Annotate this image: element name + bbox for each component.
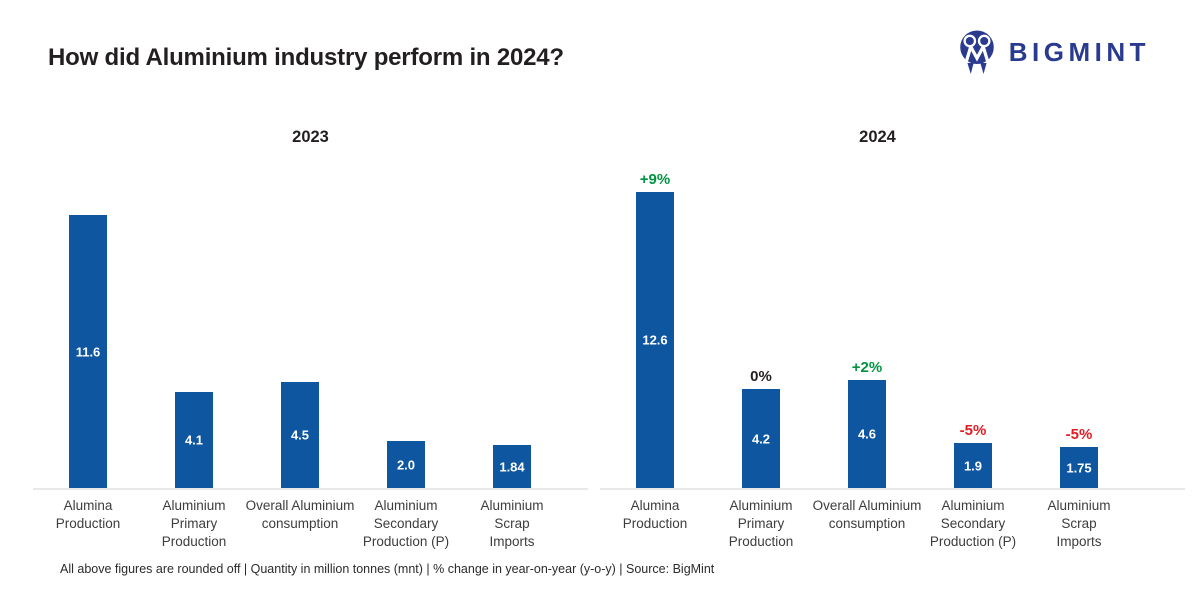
bar: 4.2 [742,389,780,488]
bigmint-logo-text: BIGMINT [1008,36,1150,67]
chart-title: 2023 [292,128,329,146]
bar-value-label: 1.84 [499,459,525,474]
chart-panel-2024: 2024 12.6 +9% 4.2 0% 4.6 +2% 1.9 -5% 1.75 -5% Alumi… [600,128,1185,551]
chart-panel-2023: 2023 11.6 4.1 4.5 2.0 1.84 Alumina Production A… [33,128,588,551]
bar: 2.0 [387,441,425,488]
category-label: Aluminium Scrap Imports [480,498,544,549]
category-label: Aluminium Secondary Production (P) [362,498,450,549]
bar: 4.5 [281,382,319,488]
bar: 4.6 [848,380,886,488]
chart-column: 4.6 +2% [814,148,920,488]
bar-value-label: 4.1 [184,432,204,448]
bar-value-label: 11.6 [75,344,101,359]
bar-value-label: 4.2 [751,431,771,446]
footnote: All above figures are rounded off | Quan… [60,562,715,576]
bigmint-logo-icon [959,30,994,75]
bar: 12.6 [636,192,674,488]
category-label: Overall Aluminium consumption [245,498,355,531]
bar-value-label: 2.0 [396,457,416,472]
category-label: Alumina Production [55,498,121,531]
chart-column: 4.1 [141,148,247,488]
category-label: Aluminium Secondary Production (P) [929,498,1017,549]
chart-column: 11.6 [35,148,141,488]
bar-value-label: 1.75 [1066,460,1092,475]
category-label: Alumina Production [622,498,688,531]
x-axis-line [600,488,1185,490]
chart-column: 4.5 [247,148,353,488]
charts-row: 2023 11.6 4.1 4.5 2.0 1.84 Alumina Production A… [33,128,1185,551]
category-labels-row: Alumina Production Aluminium Primary Prod… [33,497,588,551]
category-labels-row: Alumina Production Aluminium Primary Prod… [600,497,1155,551]
yoy-change-label: -5% [959,422,987,439]
chart-column: 4.2 0% [708,148,814,488]
plot-area: 12.6 +9% 4.2 0% 4.6 +2% 1.9 -5% 1.75 -5% [600,148,1185,490]
bar-value-label: 4.6 [857,426,877,442]
bar: 1.84 [493,445,531,488]
yoy-change-label: 0% [750,368,772,385]
bar: 1.9 [954,443,992,488]
bar-value-label: 1.9 [963,458,983,473]
chart-title: 2024 [859,128,896,146]
category-label: Aluminium Scrap Imports [1047,498,1111,549]
category-label: Aluminium Primary Production [161,498,227,549]
bar: 11.6 [69,215,107,488]
chart-column: 2.0 [353,148,459,488]
yoy-change-label: +2% [851,359,883,376]
chart-column: 12.6 +9% [602,148,708,488]
yoy-change-label: +9% [639,171,671,188]
chart-column: 1.84 [459,148,565,488]
category-label: Overall Aluminium consumption [812,498,922,531]
x-axis-line [33,488,588,490]
yoy-change-label: -5% [1065,426,1093,443]
chart-column: 1.75 -5% [1026,148,1132,488]
bar-value-label: 12.6 [642,332,668,348]
category-label: Aluminium Primary Production [728,498,794,549]
bigmint-logo: BIGMINT [954,28,1150,76]
bar: 4.1 [175,392,213,488]
bar: 1.75 [1060,447,1098,488]
bar-value-label: 4.5 [290,427,310,443]
chart-column: 1.9 -5% [920,148,1026,488]
plot-area: 11.6 4.1 4.5 2.0 1.84 [33,148,588,490]
page-title: How did Aluminium industry perform in 20… [48,44,564,71]
